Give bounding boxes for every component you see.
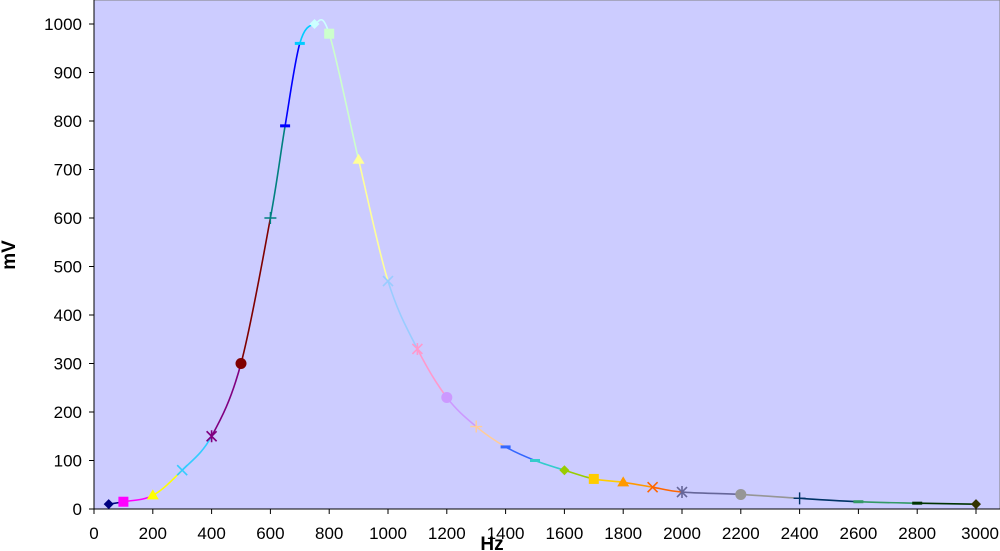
data-point <box>146 489 159 500</box>
x-axis: 0 200 400 600 800 1000 1200 1400 1600 1800 2000 220… <box>89 508 1000 543</box>
data-point <box>735 488 747 500</box>
data-point <box>500 445 511 449</box>
data-point <box>352 153 365 164</box>
curve-segment <box>284 43 301 126</box>
data-point <box>647 481 659 493</box>
y-axis-title: mV <box>0 240 20 270</box>
x-axis-title: Hz <box>480 534 503 551</box>
x-tick-label: 2200 <box>722 524 760 543</box>
data-point <box>294 41 305 45</box>
curve-segment <box>652 486 683 493</box>
x-tick-label: 0 <box>89 524 98 543</box>
y-tick-label: 700 <box>54 161 82 180</box>
x-tick-label: 3000 <box>961 524 999 543</box>
data-point <box>309 19 320 29</box>
x-tick-label: 1400 <box>487 524 525 543</box>
y-tick-label: 600 <box>54 209 82 228</box>
y-tick-label: 0 <box>73 500 82 519</box>
y-tick-label: 200 <box>54 403 82 422</box>
data-point <box>235 358 247 369</box>
curve-segment <box>210 363 242 437</box>
data-point <box>530 459 540 462</box>
curve-segment <box>357 159 389 282</box>
y-tick-label: 500 <box>54 258 82 277</box>
x-tick-label: 1000 <box>369 524 407 543</box>
data-point <box>617 476 630 487</box>
curve-segment <box>387 280 419 350</box>
y-tick-label: 900 <box>54 64 82 83</box>
curve-segment <box>269 125 286 219</box>
y-tick-label: 1000 <box>44 15 82 34</box>
data-point <box>588 473 599 484</box>
x-tick-label: 1600 <box>545 524 583 543</box>
curve-segment <box>328 33 360 160</box>
x-tick-label: 2800 <box>898 524 936 543</box>
x-tick-label: 400 <box>197 524 225 543</box>
plot-area <box>93 0 1000 510</box>
data-point <box>853 500 864 504</box>
x-tick-label: 2400 <box>781 524 819 543</box>
data-point <box>676 486 688 499</box>
data-point <box>206 430 218 443</box>
data-point <box>264 212 277 224</box>
curve-segment <box>240 217 272 364</box>
x-tick-label: 1200 <box>428 524 466 543</box>
data-point <box>441 391 453 403</box>
data-point <box>411 342 423 355</box>
data-point <box>971 499 981 510</box>
x-tick-label: 600 <box>256 524 284 543</box>
data-point <box>793 492 806 505</box>
y-tick-label: 400 <box>54 306 82 325</box>
y-tick-label: 300 <box>54 355 82 374</box>
y-tick-label: 100 <box>54 452 82 471</box>
y-axis: 0 100 200 300 400 500 600 700 800 900 1000 <box>44 0 95 519</box>
x-tick-label: 800 <box>315 524 343 543</box>
data-point <box>103 499 114 510</box>
series-markers <box>103 19 981 510</box>
x-tick-label: 2000 <box>663 524 701 543</box>
x-tick-label: 200 <box>139 524 167 543</box>
data-point <box>559 465 570 476</box>
curve-segment <box>917 502 977 505</box>
data-point <box>176 464 188 476</box>
x-tick-label: 1800 <box>604 524 642 543</box>
data-point <box>382 275 394 287</box>
data-point <box>470 420 483 433</box>
data-point <box>118 496 129 507</box>
data-point <box>280 124 291 128</box>
y-tick-label: 800 <box>54 112 82 131</box>
data-point <box>324 28 335 39</box>
data-point <box>912 501 923 505</box>
x-tick-label: 2600 <box>839 524 877 543</box>
